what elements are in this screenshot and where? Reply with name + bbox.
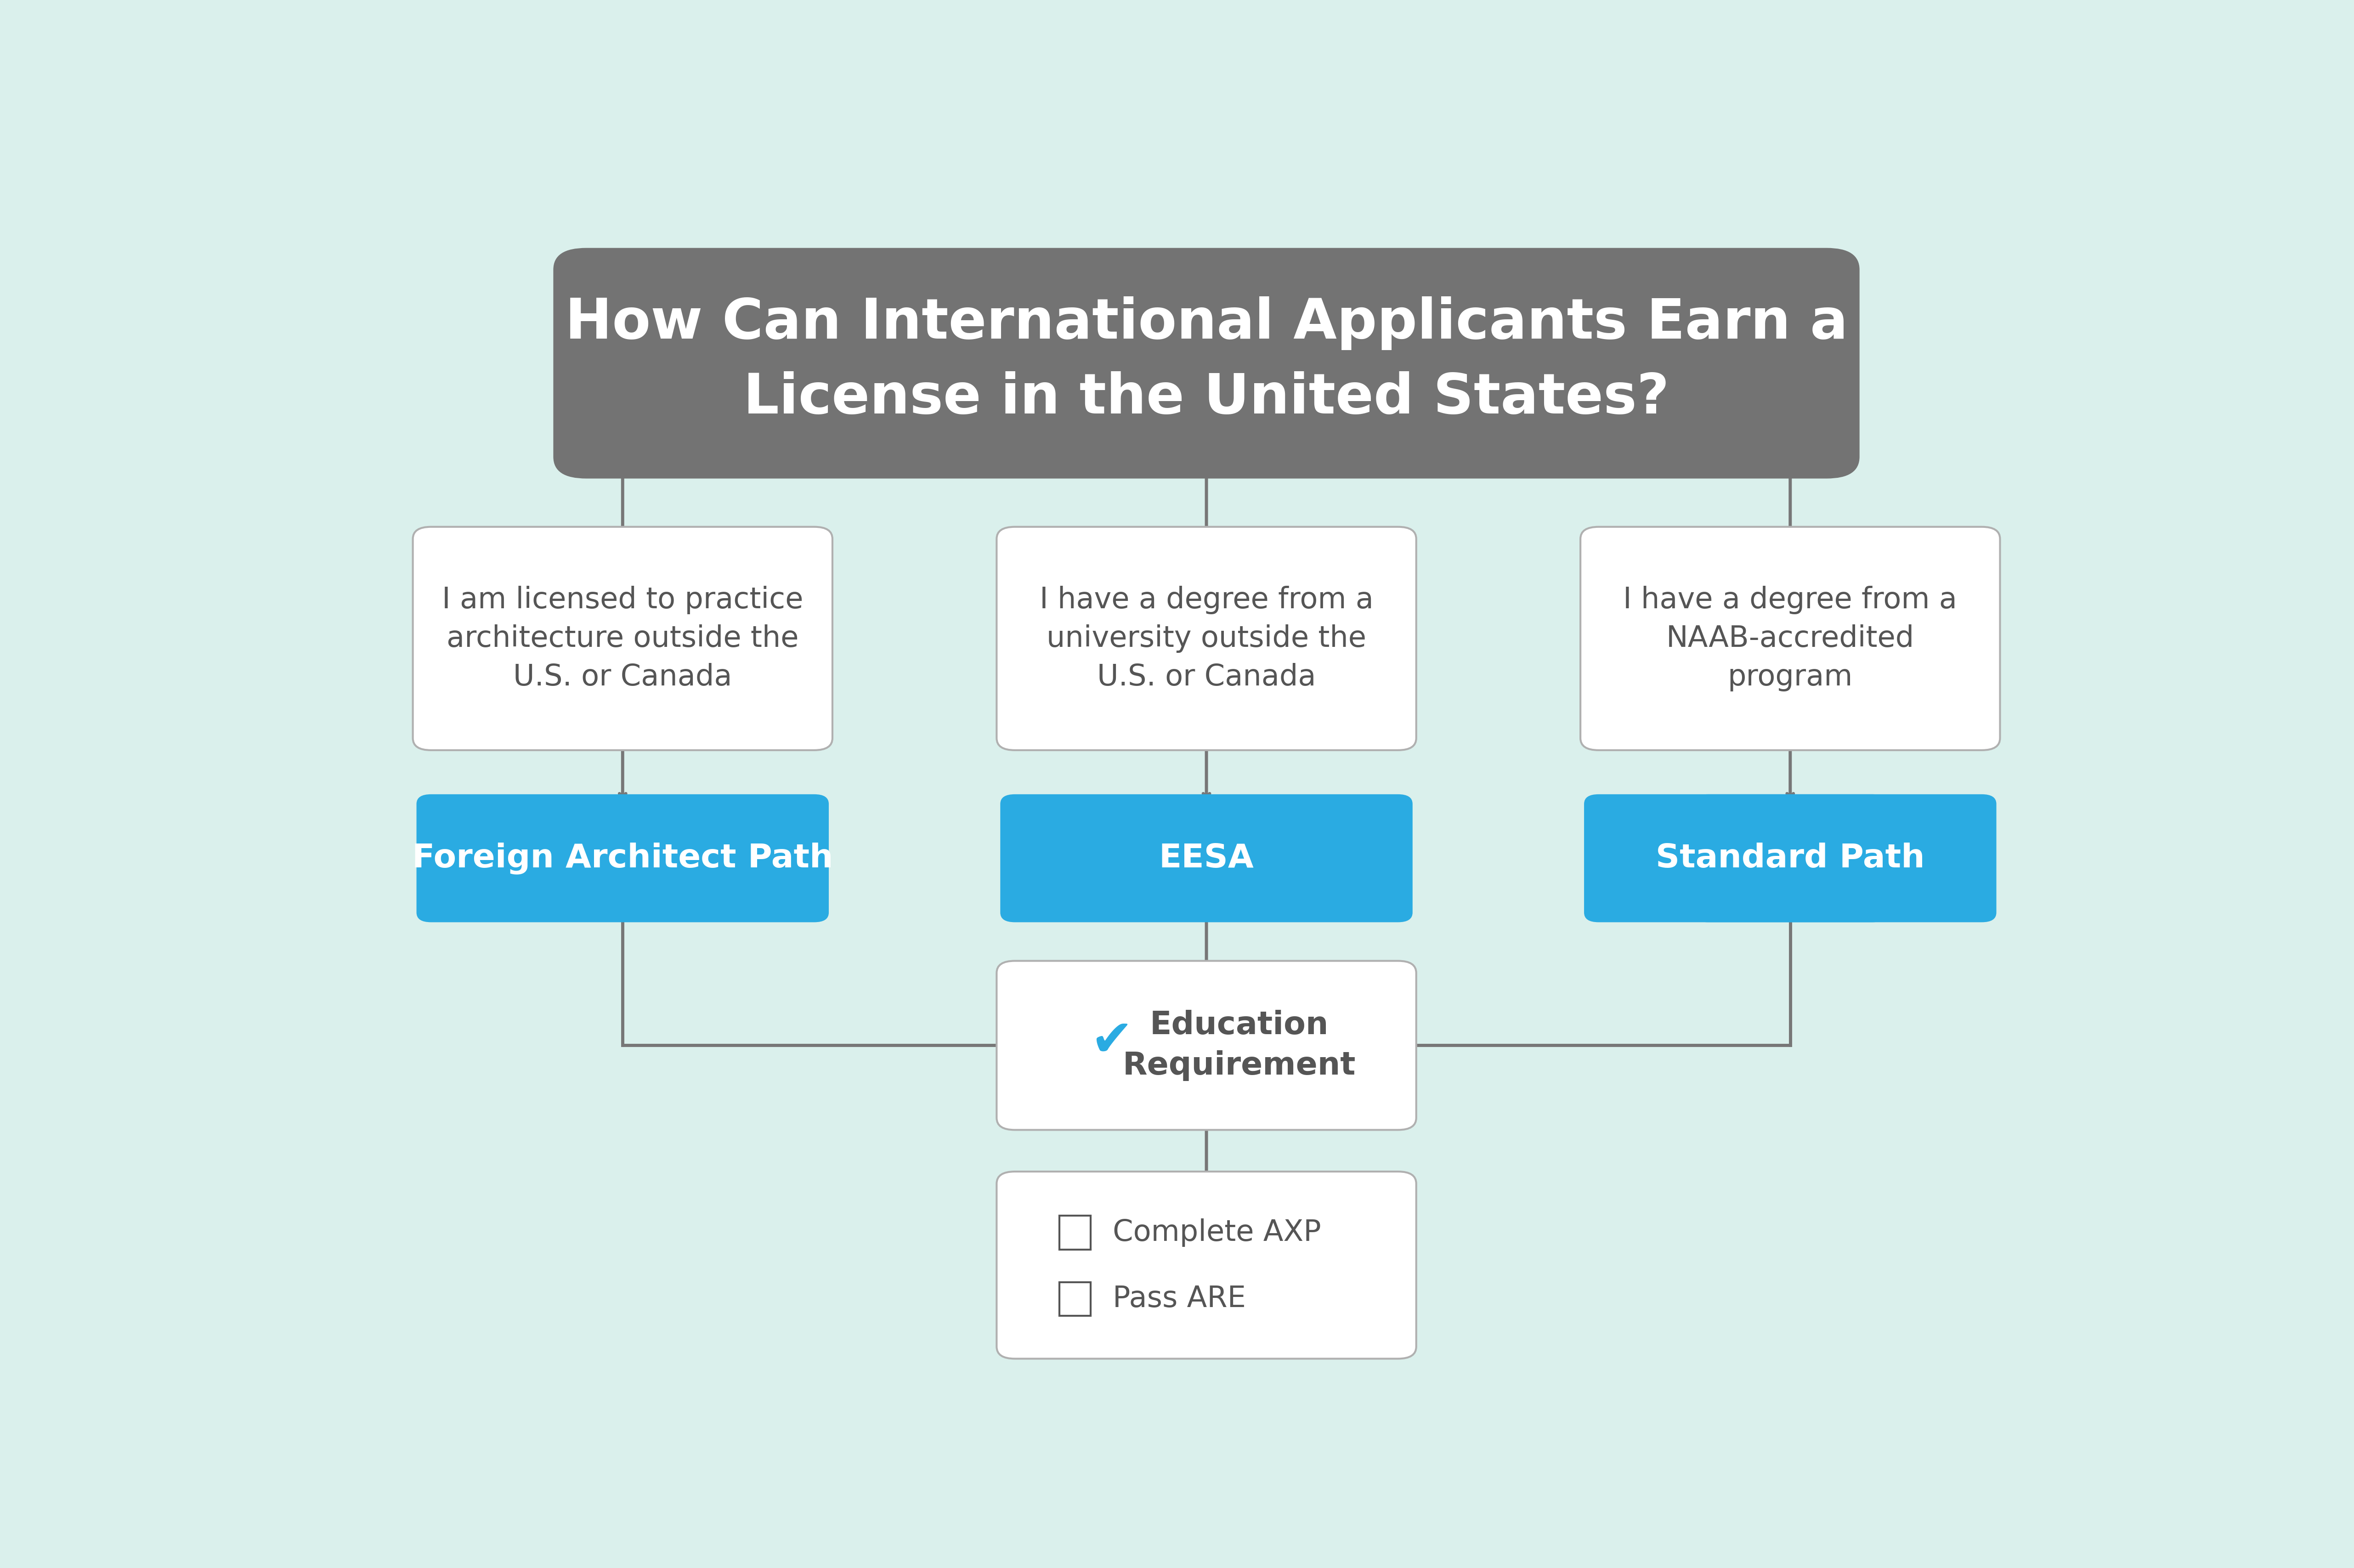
Text: ✔: ✔	[1090, 1018, 1132, 1066]
Text: Education
Requirement: Education Requirement	[1123, 1010, 1356, 1080]
FancyBboxPatch shape	[412, 527, 833, 750]
Text: Foreign Architect Path: Foreign Architect Path	[412, 842, 833, 875]
FancyBboxPatch shape	[996, 1171, 1417, 1359]
FancyBboxPatch shape	[1580, 527, 2001, 750]
Bar	[1059, 1283, 1090, 1316]
Text: I have a degree from a
NAAB-accredited
program: I have a degree from a NAAB-accredited p…	[1624, 586, 1956, 691]
FancyBboxPatch shape	[553, 248, 1860, 478]
FancyBboxPatch shape	[996, 527, 1417, 750]
FancyBboxPatch shape	[1000, 795, 1412, 922]
Text: Complete AXP: Complete AXP	[1113, 1218, 1321, 1247]
FancyBboxPatch shape	[1584, 795, 1996, 922]
Text: Pass ARE: Pass ARE	[1113, 1284, 1245, 1312]
Text: I am licensed to practice
architecture outside the
U.S. or Canada: I am licensed to practice architecture o…	[443, 586, 803, 691]
Text: Standard Path: Standard Path	[1655, 842, 1926, 873]
Text: EESA: EESA	[1158, 842, 1255, 873]
Text: How Can International Applicants Earn a
License in the United States?: How Can International Applicants Earn a …	[565, 296, 1848, 425]
FancyBboxPatch shape	[417, 795, 829, 922]
FancyBboxPatch shape	[1693, 795, 1888, 922]
Bar	[1059, 1215, 1090, 1250]
Text: I have a degree from a
university outside the
U.S. or Canada: I have a degree from a university outsid…	[1040, 586, 1372, 691]
FancyBboxPatch shape	[996, 961, 1417, 1131]
